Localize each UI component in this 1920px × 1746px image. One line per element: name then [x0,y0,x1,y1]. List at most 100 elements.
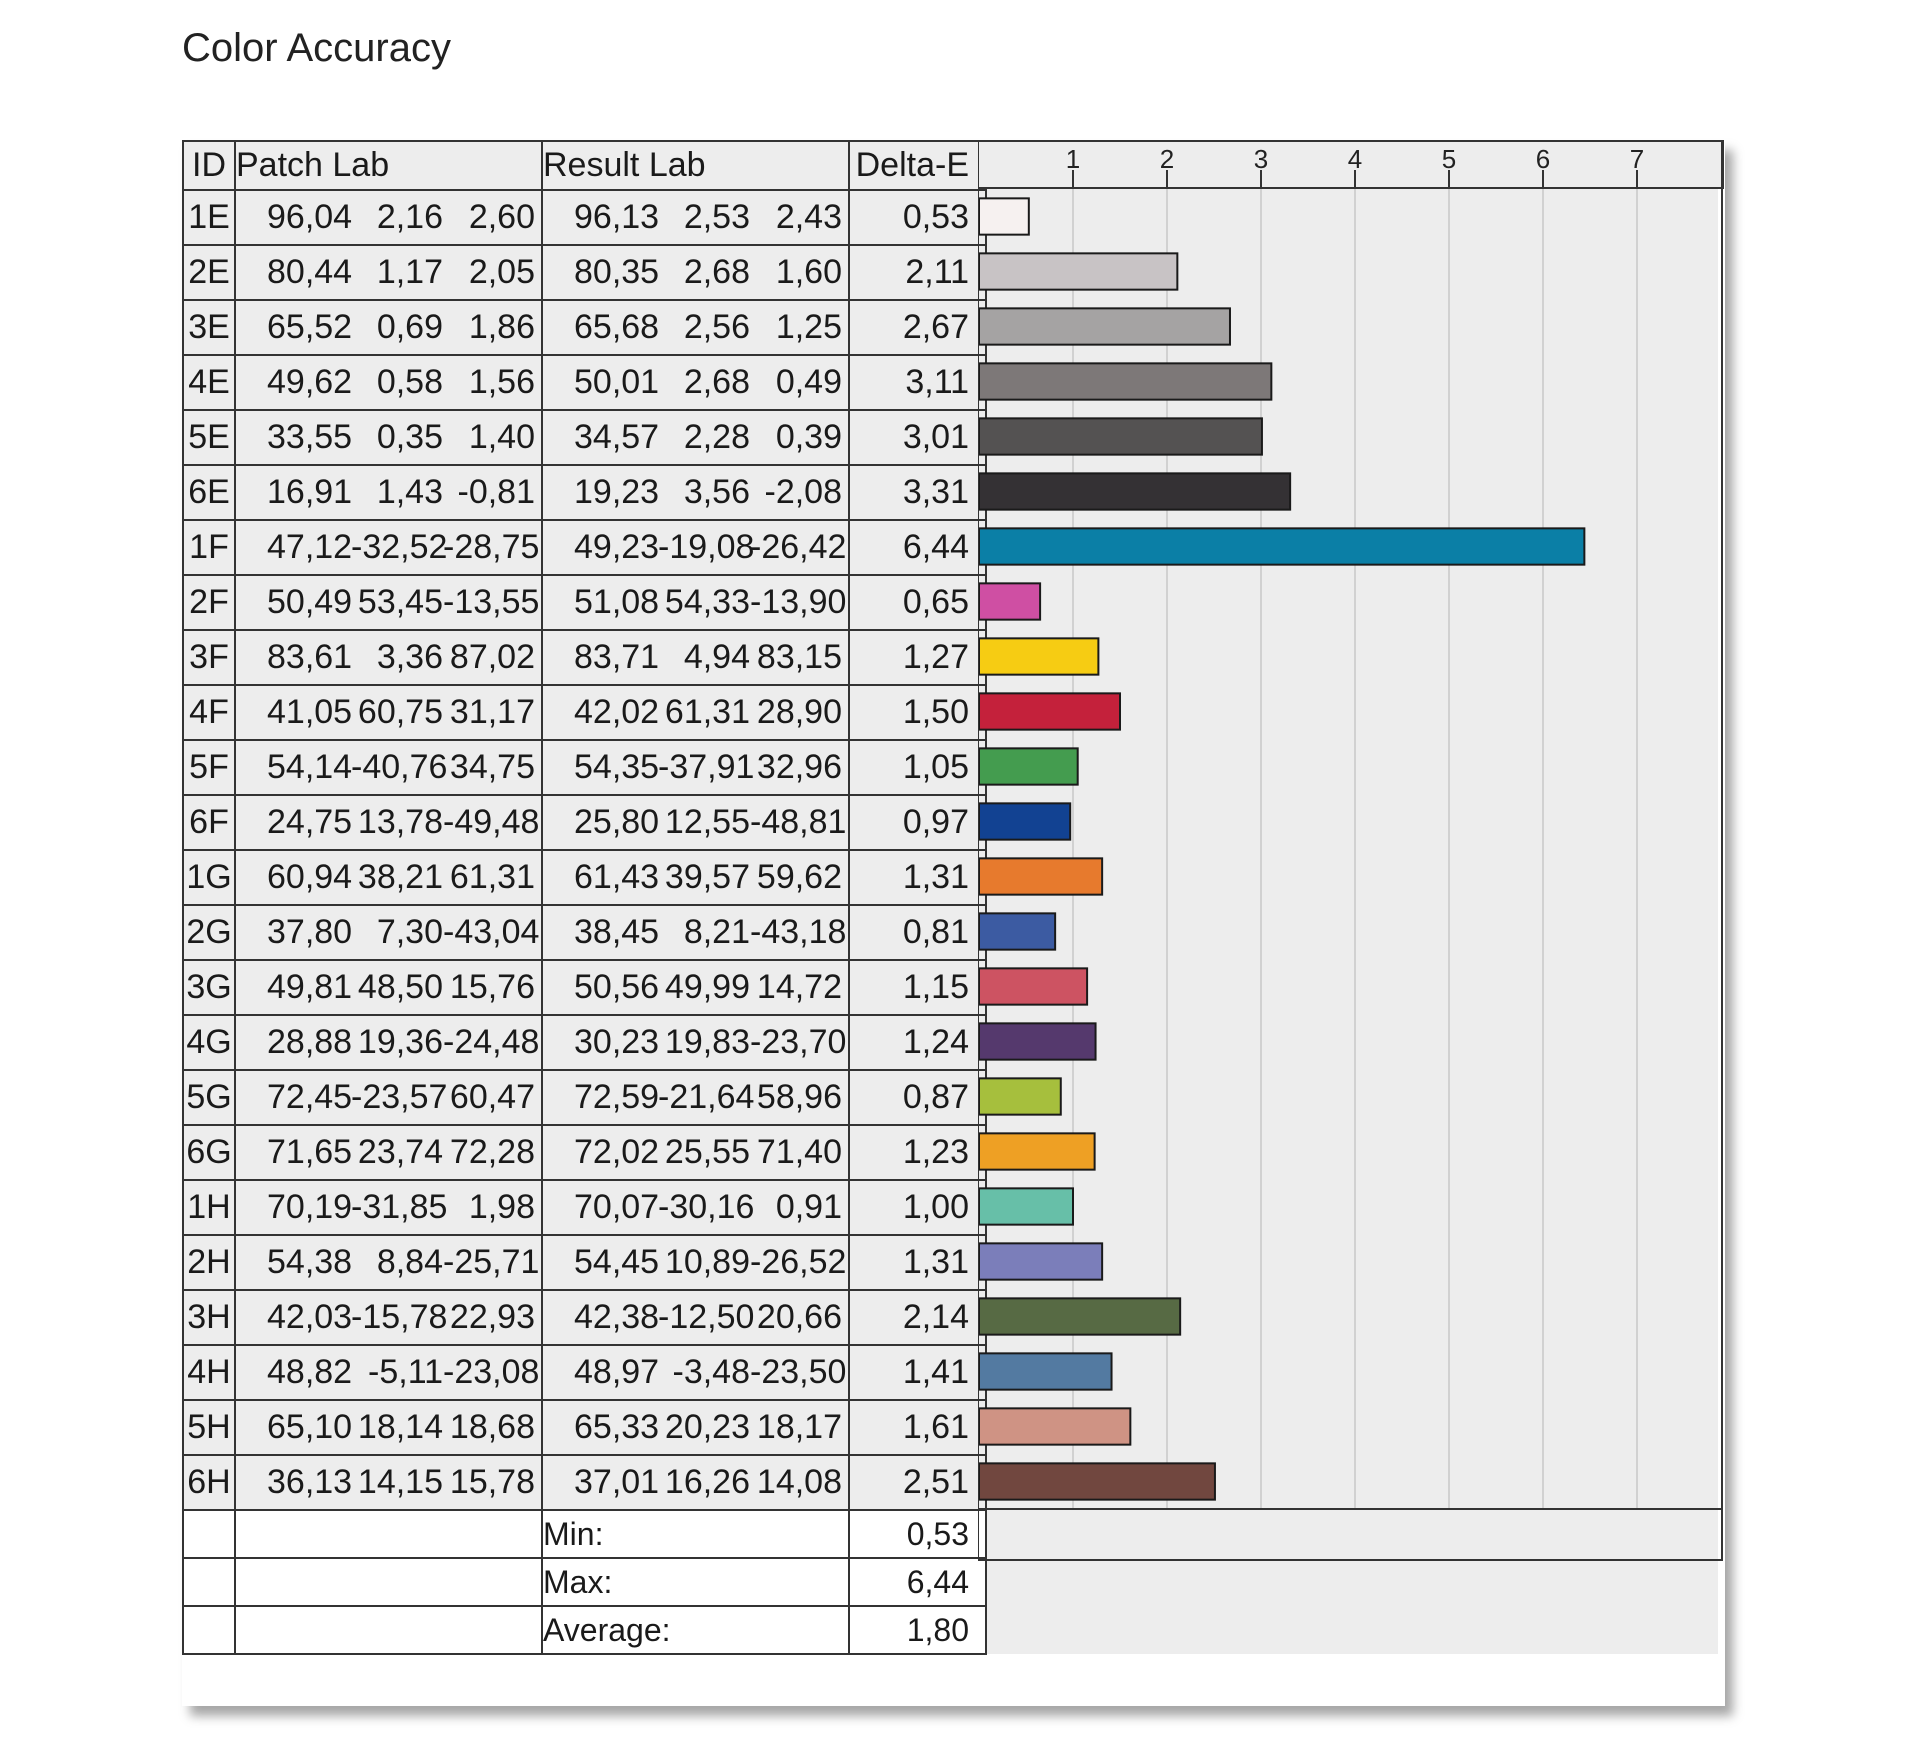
lab-l-value: 48,82 [267,1353,353,1391]
lab-b-value: 72,28 [449,1133,535,1171]
bar-1H [978,1187,1074,1226]
patch-id: 6E [182,464,236,521]
lab-b-value: -24,48 [443,1023,540,1061]
lab-b-value: 1,25 [775,308,842,346]
lab-l-value: 54,38 [267,1243,353,1281]
lab-a-value: 0,35 [376,418,443,456]
lab-a-value: 39,57 [664,858,750,896]
patch-lab: 50,49 53,45 -13,55 [234,574,543,631]
lab-b-value: 1,86 [468,308,535,346]
delta-e-value: 1,61 [848,1399,987,1456]
lab-a-value: 12,55 [664,803,750,841]
lab-l-value: 70,19 [267,1188,353,1226]
patch-lab: 70,19 -31,85 1,98 [234,1179,543,1236]
lab-b-value: -25,71 [443,1243,540,1281]
lab-l-value: 38,45 [574,913,660,951]
patch-lab: 71,65 23,74 72,28 [234,1124,543,1181]
lab-a-value: 14,15 [357,1463,443,1501]
lab-b-value: -2,08 [764,473,843,511]
table-row: 4G 28,88 19,36 -24,48 30,23 19,83 -23,70 1,24 [182,1014,1718,1071]
table-row: 4F 41,05 60,75 31,17 42,02 61,31 28,90 1,50 [182,684,1718,741]
table-row: 1E 96,04 2,16 2,60 96,13 2,53 2,43 0,53 [182,189,1718,246]
lab-b-value: -23,08 [443,1353,540,1391]
lab-l-value: 72,02 [574,1133,660,1171]
bar-5E [978,417,1263,456]
delta-e-value: 0,53 [848,189,987,246]
result-lab: 42,38 -12,50 20,66 [541,1289,850,1346]
patch-lab: 42,03 -15,78 22,93 [234,1289,543,1346]
summary-row: Max: 6,44 [182,1557,1718,1607]
patch-id: 3G [182,959,236,1016]
table-row: 2G 37,80 7,30 -43,04 38,45 8,21 -43,18 0,81 [182,904,1718,961]
delta-e-value: 0,97 [848,794,987,851]
patch-lab: 72,45 -23,57 60,47 [234,1069,543,1126]
result-lab: 48,97 -3,48 -23,50 [541,1344,850,1401]
lab-a-value: 54,33 [664,583,750,621]
summary-label: Max: [541,1557,850,1607]
table-row: 6F 24,75 13,78 -49,48 25,80 12,55 -48,81 0,97 [182,794,1718,851]
lab-b-value: -43,04 [443,913,540,951]
page-title: Color Accuracy [182,26,451,70]
table-row: 5G 72,45 -23,57 60,47 72,59 -21,64 58,96 0,87 [182,1069,1718,1126]
lab-l-value: 25,80 [574,803,660,841]
lab-l-value: 50,56 [574,968,660,1006]
lab-l-value: 65,33 [574,1408,660,1446]
lab-a-value: 19,36 [357,1023,443,1061]
lab-a-value: 1,43 [376,473,443,511]
lab-l-value: 65,10 [267,1408,353,1446]
lab-l-value: 65,68 [574,308,660,346]
delta-e-value: 0,65 [848,574,987,631]
summary-empty [182,1509,236,1559]
lab-b-value: 0,91 [775,1188,842,1226]
patch-lab: 54,38 8,84 -25,71 [234,1234,543,1291]
delta-e-value: 3,31 [848,464,987,521]
patch-lab: 48,82 -5,11 -23,08 [234,1344,543,1401]
result-lab: 25,80 12,55 -48,81 [541,794,850,851]
delta-e-value: 3,01 [848,409,987,466]
patch-id: 5G [182,1069,236,1126]
lab-l-value: 49,62 [267,363,353,401]
table-row: 2F 50,49 53,45 -13,55 51,08 54,33 -13,90 0,65 [182,574,1718,631]
lab-a-value: -30,16 [658,1188,755,1226]
patch-lab: 80,44 1,17 2,05 [234,244,543,301]
lab-a-value: 10,89 [664,1243,750,1281]
lab-l-value: 36,13 [267,1463,353,1501]
lab-a-value: 3,36 [376,638,443,676]
header-delta-e: Delta-E [848,140,987,191]
bar-5F [978,747,1079,786]
patch-id: 4E [182,354,236,411]
delta-e-value: 0,87 [848,1069,987,1126]
patch-id: 1F [182,519,236,576]
lab-a-value: 25,55 [664,1133,750,1171]
lab-l-value: 50,49 [267,583,353,621]
lab-b-value: 58,96 [756,1078,842,1116]
table-row: 6H 36,13 14,15 15,78 37,01 16,26 14,08 2,51 [182,1454,1718,1511]
summary-empty [182,1605,236,1655]
lab-b-value: -26,52 [750,1243,847,1281]
bar-2F [978,582,1042,621]
lab-a-value: 60,75 [357,693,443,731]
delta-e-value: 1,50 [848,684,987,741]
lab-a-value: -32,52 [351,528,448,566]
delta-e-bar-chart: 1 2 3 4 5 6 7 [978,140,1724,1561]
x-tick-label: 2 [1160,144,1174,174]
patch-lab: 37,80 7,30 -43,04 [234,904,543,961]
lab-a-value: -19,08 [658,528,755,566]
patch-id: 3H [182,1289,236,1346]
lab-l-value: 96,13 [574,198,660,236]
lab-a-value: -3,48 [672,1353,751,1391]
lab-a-value: 38,21 [357,858,443,896]
table-row: 3E 65,52 0,69 1,86 65,68 2,56 1,25 2,67 [182,299,1718,356]
patch-id: 2F [182,574,236,631]
table-row: 4H 48,82 -5,11 -23,08 48,97 -3,48 -23,50 1,41 [182,1344,1718,1401]
summary-empty [234,1509,543,1559]
lab-a-value: 19,83 [664,1023,750,1061]
lab-b-value: 59,62 [756,858,842,896]
summary-value: 6,44 [848,1557,987,1607]
summary-empty [234,1557,543,1607]
delta-e-value: 1,23 [848,1124,987,1181]
x-tick-label: 7 [1630,144,1644,174]
lab-a-value: 2,68 [683,363,750,401]
lab-b-value: -13,90 [750,583,847,621]
delta-e-value: 1,31 [848,849,987,906]
